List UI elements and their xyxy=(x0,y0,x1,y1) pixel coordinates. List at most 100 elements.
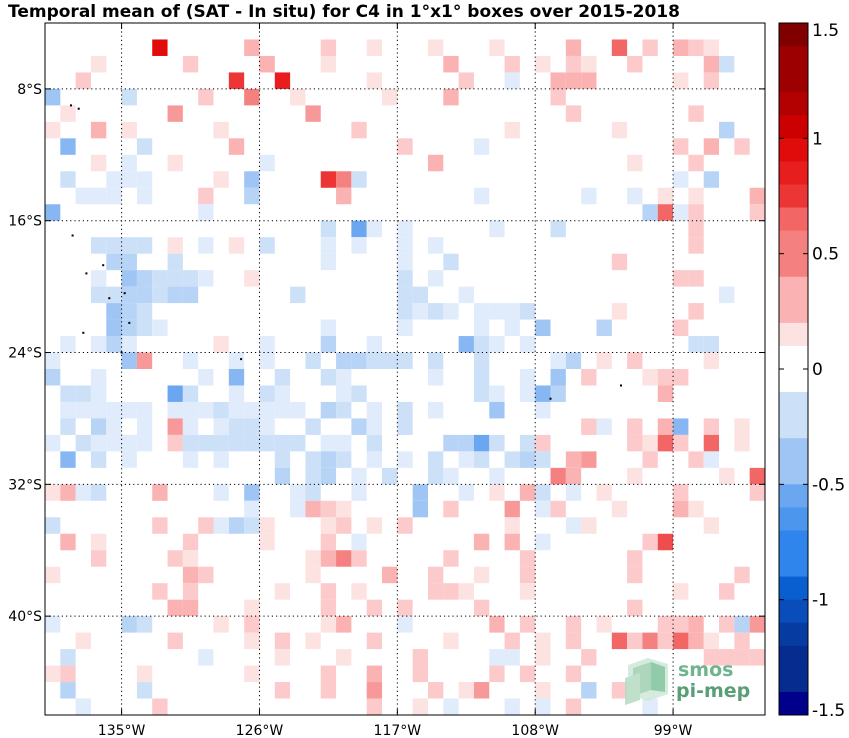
heatmap-cell xyxy=(152,319,168,337)
heatmap-cell xyxy=(642,204,658,221)
heatmap-cell xyxy=(673,270,689,287)
heatmap-cell xyxy=(688,451,704,468)
heatmap-cell xyxy=(244,434,260,452)
heatmap-cell xyxy=(228,434,245,452)
x-tick-label: 135°W xyxy=(98,723,146,738)
heatmap-cell xyxy=(90,55,107,73)
y-axis-ticks: 8°S 16°S 24°S 32°S 40°S xyxy=(8,82,765,625)
heatmap-cell xyxy=(320,682,337,699)
heatmap-cell xyxy=(581,451,597,468)
heatmap-cell xyxy=(703,632,720,650)
heatmap-cell xyxy=(565,352,582,369)
heatmap-cell xyxy=(473,682,490,699)
heatmap-cell xyxy=(427,401,444,419)
heatmap-cell xyxy=(596,484,612,501)
heatmap-cell xyxy=(382,566,398,584)
heatmap-cell xyxy=(473,566,490,584)
heatmap-cell xyxy=(60,401,76,419)
heatmap-cell xyxy=(228,418,245,435)
heatmap-cell xyxy=(504,533,520,551)
heatmap-cell xyxy=(581,517,597,534)
heatmap-cell xyxy=(136,434,153,452)
heatmap-cell xyxy=(673,583,689,600)
heatmap-cell xyxy=(489,467,505,485)
heatmap-cell xyxy=(351,121,367,139)
heatmap-cell xyxy=(320,616,337,633)
heatmap-cell xyxy=(443,550,459,567)
heatmap-cell xyxy=(443,583,459,600)
heatmap-cell xyxy=(106,286,122,304)
heatmap-cell xyxy=(366,665,383,683)
heatmap-cell xyxy=(581,55,597,73)
heatmap-cell xyxy=(213,336,229,353)
colorbar-tick-label: 0 xyxy=(812,360,823,380)
colorbar-segment xyxy=(779,438,808,462)
heatmap-cell xyxy=(366,336,383,353)
heatmap-cell xyxy=(443,434,459,452)
heatmap-cell xyxy=(504,517,520,534)
heatmap-cell xyxy=(198,187,214,205)
heatmap-cell xyxy=(121,171,137,188)
heatmap-cell xyxy=(228,517,245,534)
island-mark xyxy=(85,272,88,275)
island-mark xyxy=(102,264,105,267)
heatmap-cell xyxy=(274,682,291,699)
heatmap-cell xyxy=(688,632,704,650)
island-mark xyxy=(123,292,126,295)
island-mark xyxy=(128,321,131,324)
heatmap-cell xyxy=(366,517,383,534)
heatmap-cell xyxy=(627,55,643,73)
heatmap-cell xyxy=(550,467,566,485)
heatmap-cell xyxy=(366,418,383,435)
heatmap-cell xyxy=(535,484,551,501)
heatmap-cell xyxy=(121,451,137,468)
chart-title: Temporal mean of (SAT - In situ) for C4 … xyxy=(8,2,680,22)
heatmap-cell xyxy=(121,88,137,106)
heatmap-cell xyxy=(550,352,566,369)
heatmap-cell xyxy=(136,352,153,369)
heatmap-cell xyxy=(504,55,520,73)
heatmap-cell xyxy=(703,55,720,73)
heatmap-cell xyxy=(366,599,383,617)
heatmap-cell xyxy=(228,401,245,419)
y-tick-label: 8°S xyxy=(17,82,42,98)
heatmap-cell xyxy=(412,500,428,518)
heatmap-cell xyxy=(336,401,352,419)
heatmap-cell xyxy=(136,401,153,419)
heatmap-cell xyxy=(535,319,551,337)
heatmap-cell xyxy=(703,649,720,666)
colorbar-segment xyxy=(779,46,808,70)
heatmap-cell xyxy=(90,270,107,287)
heatmap-cell xyxy=(167,434,183,452)
heatmap-cell xyxy=(734,418,750,435)
heatmap-cell xyxy=(397,286,413,304)
heatmap-cell xyxy=(688,154,704,172)
heatmap-cell xyxy=(719,616,735,633)
y-tick-label: 40°S xyxy=(8,609,42,625)
heatmap-cell xyxy=(182,566,199,584)
heatmap-cell xyxy=(106,237,122,254)
heatmap-cell xyxy=(228,385,245,402)
heatmap-cell xyxy=(320,319,337,337)
heatmap-cell xyxy=(75,385,91,402)
heatmap-cell xyxy=(749,467,765,485)
heatmap-cell xyxy=(473,336,490,353)
colorbar-segment xyxy=(779,92,808,116)
heatmap-cell xyxy=(152,698,168,715)
heatmap-cell xyxy=(121,154,137,172)
heatmap-cell xyxy=(473,385,490,402)
heatmap-cell xyxy=(489,649,505,666)
y-tick-label: 16°S xyxy=(8,214,42,230)
colorbar-segment xyxy=(779,392,808,416)
heatmap-cell xyxy=(519,665,536,683)
heatmap-cell xyxy=(749,616,765,633)
heatmap-cell xyxy=(45,352,61,369)
heatmap-cell xyxy=(458,583,474,600)
island-mark xyxy=(71,234,74,237)
heatmap-cell xyxy=(213,616,229,633)
heatmap-cell xyxy=(719,649,735,666)
heatmap-cell xyxy=(75,632,91,650)
heatmap-cell xyxy=(274,369,291,386)
heatmap-cell xyxy=(305,484,321,501)
heatmap-cell xyxy=(719,121,735,139)
